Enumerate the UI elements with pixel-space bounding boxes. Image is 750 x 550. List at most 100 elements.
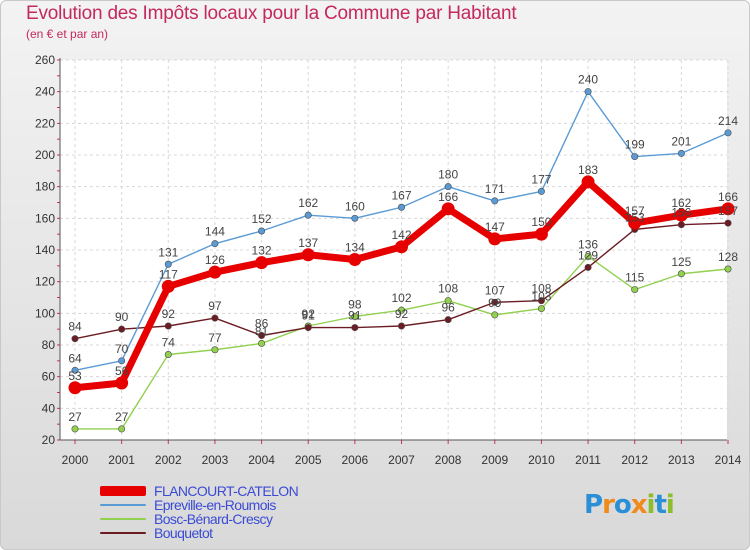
data-label: 136 bbox=[578, 237, 598, 251]
x-tick-label: 2006 bbox=[342, 453, 369, 467]
data-label: 108 bbox=[531, 282, 551, 296]
data-point bbox=[724, 129, 732, 137]
data-label: 167 bbox=[391, 188, 411, 202]
data-point bbox=[534, 227, 548, 241]
data-label: 166 bbox=[438, 190, 458, 204]
data-point bbox=[118, 425, 126, 433]
data-label: 98 bbox=[348, 298, 362, 312]
chart-subtitle: (en € et par an) bbox=[26, 27, 109, 41]
data-point bbox=[118, 325, 126, 333]
data-label: 115 bbox=[625, 271, 644, 285]
data-label: 157 bbox=[718, 204, 738, 218]
x-tick-label: 2005 bbox=[295, 453, 322, 467]
data-label: 156 bbox=[671, 206, 691, 220]
data-point bbox=[351, 324, 359, 332]
data-label: 177 bbox=[531, 172, 551, 186]
data-point bbox=[537, 187, 545, 195]
data-label: 56 bbox=[115, 364, 129, 378]
data-label: 91 bbox=[348, 309, 362, 323]
data-point bbox=[674, 208, 688, 222]
legend: FLANCOURT-CATELON Epreville-en-Roumois B… bbox=[100, 483, 299, 541]
data-label: 142 bbox=[391, 228, 411, 242]
logo-letter: x bbox=[630, 490, 648, 520]
logo-letter: i bbox=[646, 490, 656, 520]
data-point bbox=[584, 88, 592, 96]
data-point bbox=[444, 297, 452, 305]
data-point bbox=[721, 202, 735, 216]
data-label: 129 bbox=[578, 248, 598, 262]
data-point bbox=[724, 265, 732, 273]
x-tick-label: 2013 bbox=[668, 453, 695, 467]
line-chart: 20 40 60 80 100 120 140 160 180 200 220 240 260 2000 2… bbox=[35, 53, 742, 467]
data-label: 64 bbox=[68, 351, 82, 365]
data-point bbox=[584, 263, 592, 271]
data-point bbox=[677, 270, 685, 278]
data-label: 134 bbox=[345, 241, 365, 255]
x-tick-label: 2007 bbox=[388, 453, 415, 467]
legend-label: Bouquetot bbox=[154, 525, 213, 541]
data-point bbox=[255, 256, 269, 270]
data-point bbox=[628, 216, 642, 230]
data-label: 81 bbox=[255, 324, 269, 338]
data-point bbox=[115, 376, 129, 390]
data-label: 126 bbox=[205, 253, 225, 267]
data-label: 153 bbox=[625, 210, 645, 224]
x-tick-label: 2010 bbox=[528, 453, 555, 467]
y-tick-label: 100 bbox=[35, 306, 55, 320]
legend-swatch bbox=[100, 504, 146, 506]
data-point bbox=[488, 232, 502, 246]
y-tick-label: 260 bbox=[35, 53, 55, 67]
data-point bbox=[211, 240, 219, 248]
chart-title: Evolution des Impôts locaux pour la Comm… bbox=[26, 3, 517, 24]
data-label: 166 bbox=[718, 190, 738, 204]
data-point bbox=[491, 311, 499, 319]
data-point bbox=[677, 221, 685, 229]
data-label: 53 bbox=[68, 369, 82, 383]
data-point bbox=[351, 214, 359, 222]
data-label: 103 bbox=[531, 290, 551, 304]
y-tick-label: 40 bbox=[42, 401, 56, 415]
legend-item-bosc-benard[interactable]: Bosc-Bénard-Crescy bbox=[100, 511, 298, 527]
data-labels: 53 56 117 126 132 137 134 142 166 147 150 183 157 162… bbox=[68, 73, 738, 424]
data-label: 240 bbox=[578, 73, 598, 87]
logo-letter: o bbox=[613, 490, 632, 520]
legend-item-bouquetot[interactable]: Bouquetot bbox=[100, 525, 298, 541]
y-tick-label: 20 bbox=[42, 433, 56, 447]
data-label: 77 bbox=[208, 331, 222, 345]
data-label: 183 bbox=[578, 163, 598, 177]
data-label: 92 bbox=[302, 307, 316, 321]
data-label: 147 bbox=[485, 220, 505, 234]
y-tick-label: 240 bbox=[35, 85, 55, 99]
data-label: 199 bbox=[625, 138, 645, 152]
data-label: 131 bbox=[158, 245, 178, 259]
data-label: 74 bbox=[162, 336, 176, 350]
data-point bbox=[351, 312, 359, 320]
data-point bbox=[537, 297, 545, 305]
data-point bbox=[581, 175, 595, 189]
data-label: 150 bbox=[531, 215, 551, 229]
data-point bbox=[301, 248, 315, 262]
legend-item-flancourt[interactable]: FLANCOURT-CATELON bbox=[100, 483, 299, 499]
x-tick-label: 2008 bbox=[435, 453, 462, 467]
legend-item-epreville[interactable]: Epreville-en-Roumois bbox=[100, 497, 298, 513]
legend-swatch bbox=[100, 532, 146, 534]
data-label: 157 bbox=[625, 204, 645, 218]
data-label: 99 bbox=[488, 296, 502, 310]
data-label: 84 bbox=[68, 320, 82, 334]
x-tick-label: 2012 bbox=[621, 453, 648, 467]
data-point bbox=[441, 202, 455, 216]
y-tick-label: 60 bbox=[42, 370, 56, 384]
legend-label: FLANCOURT-CATELON bbox=[154, 483, 299, 499]
data-point bbox=[724, 219, 732, 227]
data-point bbox=[631, 153, 639, 161]
data-point bbox=[397, 306, 405, 314]
x-tick-label: 2009 bbox=[481, 453, 508, 467]
data-point bbox=[677, 149, 685, 157]
data-point bbox=[211, 314, 219, 322]
logo-letter: r bbox=[602, 490, 615, 520]
data-label: 91 bbox=[302, 309, 316, 323]
legend-label: Epreville-en-Roumois bbox=[154, 497, 276, 513]
data-label: 97 bbox=[208, 299, 222, 313]
data-point bbox=[118, 357, 126, 365]
data-label: 92 bbox=[395, 307, 409, 321]
